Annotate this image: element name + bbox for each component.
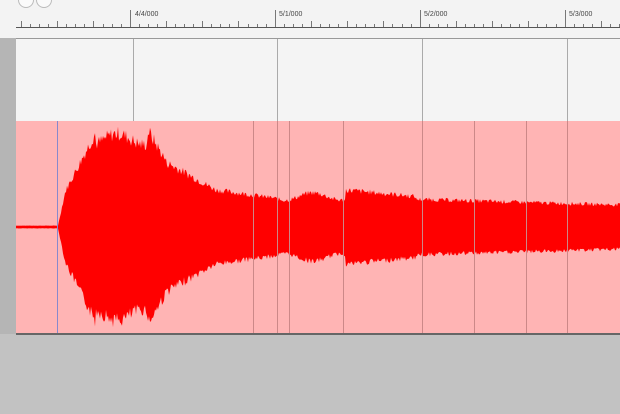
ruler-tick xyxy=(93,21,95,27)
ruler-tick xyxy=(483,24,485,27)
bar-marker-label: 4/4/000 xyxy=(135,11,159,18)
ruler-tick xyxy=(356,24,358,27)
ruler-tick xyxy=(247,24,249,27)
audio-region[interactable] xyxy=(16,121,620,335)
ruler-tick xyxy=(582,24,584,27)
ruler-tick xyxy=(120,24,122,27)
bar-marker-label: 5/2/000 xyxy=(424,11,448,18)
ruler-tick xyxy=(319,24,321,27)
transient-marker xyxy=(343,121,344,333)
ruler-tick xyxy=(184,24,186,27)
bar-gridline xyxy=(277,39,278,121)
ruler-tick xyxy=(57,21,59,27)
ruler-tick xyxy=(573,24,575,27)
ruler-tick xyxy=(165,21,167,27)
empty-arrange-area xyxy=(0,335,620,414)
toolbar-button[interactable] xyxy=(36,0,52,8)
bar-gridline xyxy=(422,39,423,121)
ruler-tick xyxy=(66,24,68,27)
transient-marker xyxy=(526,121,527,333)
bar-marker-label: 5/1/000 xyxy=(279,11,303,18)
ruler-tick xyxy=(274,10,276,27)
ruler-tick xyxy=(111,24,113,27)
ruler-tick xyxy=(392,24,394,27)
ruler-tick xyxy=(48,24,50,27)
ruler-tick xyxy=(102,24,104,27)
ruler-tick xyxy=(446,24,448,27)
waveform-shape xyxy=(16,126,620,328)
ruler-tick xyxy=(147,24,149,27)
empty-track-lane[interactable] xyxy=(16,38,620,122)
ruler-tick xyxy=(374,24,376,27)
ruler-tick xyxy=(600,21,602,27)
transient-marker xyxy=(567,121,568,333)
ruler-tick xyxy=(338,24,340,27)
ruler-tick xyxy=(591,24,593,27)
playhead-line xyxy=(57,121,58,333)
timeline-ruler[interactable]: 4/4/000 5/1/000 5/2/000 5/3/000 xyxy=(16,10,620,28)
toolbar-button[interactable] xyxy=(18,0,34,8)
ruler-tick xyxy=(419,10,421,27)
ruler-tick xyxy=(437,24,439,27)
ruler-tick xyxy=(510,24,512,27)
ruler-tick xyxy=(383,21,385,27)
ruler-tick xyxy=(265,24,267,27)
toolbar: 4/4/000 5/1/000 5/2/000 5/3/000 xyxy=(0,0,620,38)
bar-marker-label: 5/3/000 xyxy=(569,11,593,18)
ruler-tick xyxy=(129,10,131,27)
ruler-tick xyxy=(301,24,303,27)
ruler-tick xyxy=(21,21,22,27)
ruler-tick xyxy=(546,24,548,27)
ruler-tick xyxy=(39,24,41,27)
ruler-tick xyxy=(256,24,258,27)
transient-marker xyxy=(277,121,278,333)
ruler-tick xyxy=(455,21,457,27)
ruler-tick xyxy=(193,24,195,27)
ruler-tick xyxy=(310,21,312,27)
ruler-tick xyxy=(30,24,32,27)
ruler-tick xyxy=(156,24,158,27)
ruler-tick xyxy=(501,24,503,27)
ruler-tick xyxy=(175,24,177,27)
ruler-tick xyxy=(537,24,539,27)
ruler-tick xyxy=(519,24,521,27)
ruler-tick xyxy=(283,24,285,27)
ruler-tick xyxy=(492,21,494,27)
ruler-tick xyxy=(555,24,557,27)
transient-marker xyxy=(253,121,254,333)
ruler-tick xyxy=(474,24,475,27)
ruler-tick xyxy=(138,24,140,27)
ruler-tick xyxy=(365,24,367,27)
ruler-tick xyxy=(211,24,213,27)
bar-gridline xyxy=(133,39,134,121)
ruler-tick xyxy=(410,24,412,27)
ruler-tick xyxy=(464,24,466,27)
ruler-tick xyxy=(84,24,86,27)
ruler-tick xyxy=(75,24,77,27)
ruler-tick xyxy=(564,10,566,27)
ruler-tick xyxy=(401,24,403,27)
ruler-tick xyxy=(238,21,240,27)
bar-gridline xyxy=(567,39,568,121)
transient-marker xyxy=(422,121,423,333)
ruler-tick xyxy=(528,21,530,27)
transient-marker xyxy=(289,121,290,333)
transient-marker xyxy=(474,121,475,333)
ruler-tick xyxy=(428,24,430,27)
ruler-tick xyxy=(220,24,222,27)
ruler-tick xyxy=(292,24,294,27)
track-header-strip[interactable] xyxy=(0,38,17,334)
ruler-tick xyxy=(329,24,331,27)
ruler-tick xyxy=(202,21,204,27)
ruler-tick xyxy=(347,21,349,27)
ruler-tick xyxy=(609,24,611,27)
ruler-tick xyxy=(229,24,231,27)
ruler-tick xyxy=(618,24,620,27)
waveform xyxy=(16,126,620,328)
